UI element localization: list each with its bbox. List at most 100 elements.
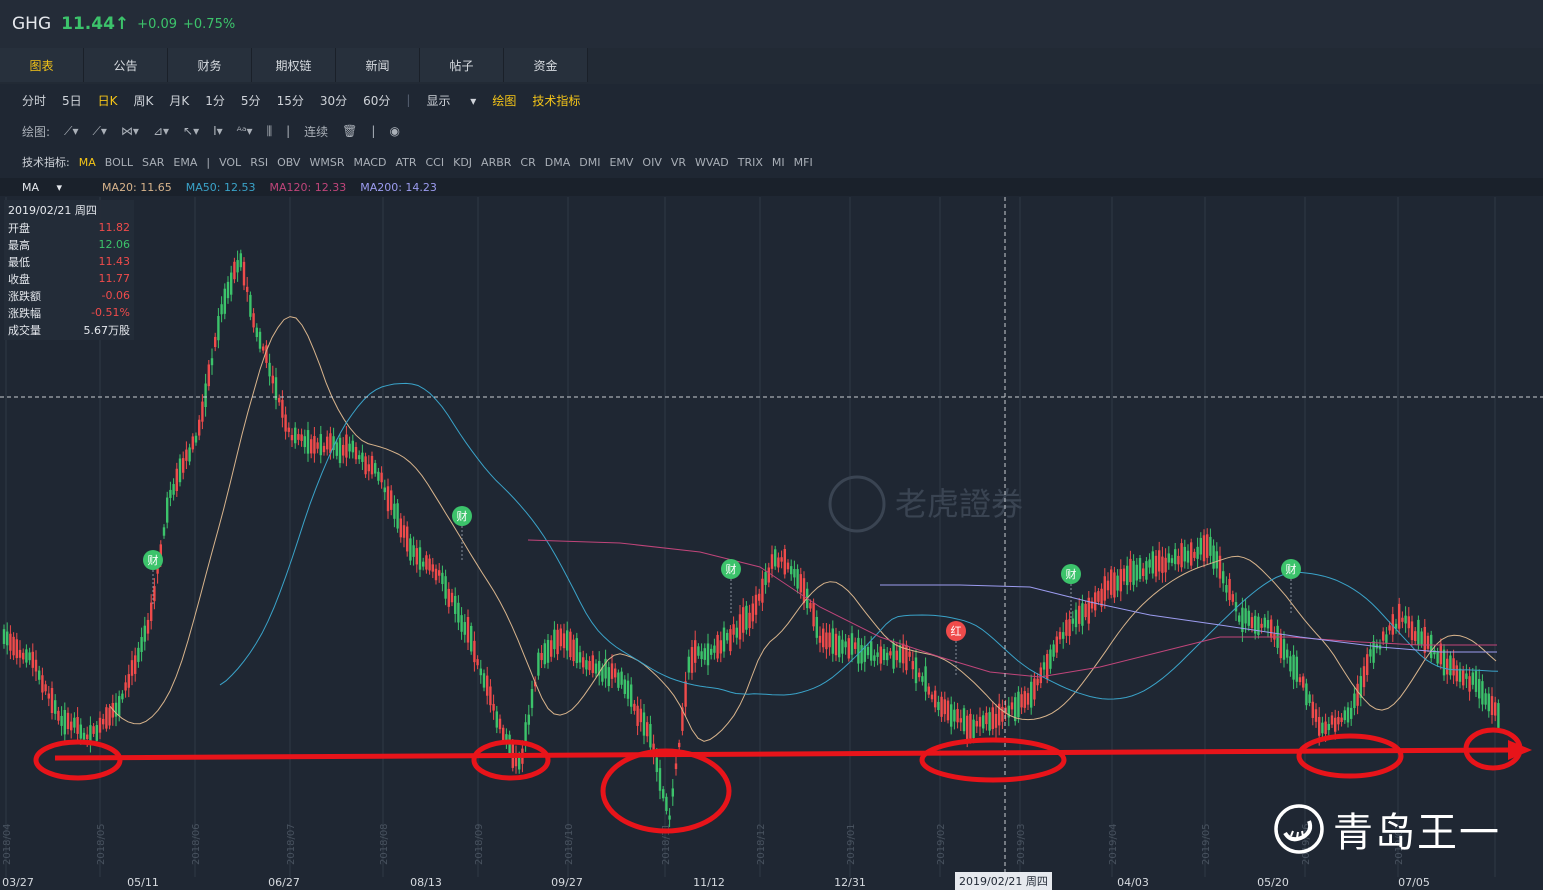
tab-chart[interactable]: 图表 xyxy=(0,48,84,82)
indicator-cr[interactable]: CR xyxy=(520,155,536,169)
period-15min[interactable]: 15分 xyxy=(276,93,304,108)
indicator-macd[interactable]: MACD xyxy=(353,155,387,169)
candle xyxy=(713,645,716,653)
period-daily[interactable]: 日K xyxy=(97,93,118,108)
candle xyxy=(130,660,134,676)
trendline-icon[interactable]: ⟋▾ xyxy=(64,123,79,138)
candle xyxy=(377,471,380,481)
indicator-obv[interactable]: OBV xyxy=(277,155,301,169)
indicator-vr[interactable]: VR xyxy=(670,155,687,169)
ray-icon[interactable]: ⟋▾ xyxy=(92,123,107,138)
drawing-toolbar: 绘图: ⟋▾ ⟋▾ ⋈▾ ⊿▾ ↖▾ Ⅰ▾ ᴬᵃ▾ ⫼ | 连续 🗑 | ◉ xyxy=(0,117,1543,145)
event-marker[interactable] xyxy=(1061,564,1081,584)
indicator-dmi[interactable]: DMI xyxy=(579,155,601,169)
period-5min[interactable]: 5分 xyxy=(240,93,261,108)
tab-financials[interactable]: 财务 xyxy=(168,48,252,82)
month-label: 2018/05 xyxy=(96,823,107,865)
bars-icon[interactable]: ⫼ xyxy=(266,123,273,138)
indicator-boll[interactable]: BOLL xyxy=(104,155,134,169)
indicator-mfi[interactable]: MFI xyxy=(793,155,813,169)
display-dropdown[interactable]: 显示 ▾ xyxy=(426,93,477,108)
candle xyxy=(278,397,281,403)
candle xyxy=(34,659,38,672)
candle xyxy=(86,734,89,740)
indicator-wmsr[interactable]: WMSR xyxy=(309,155,345,169)
candle xyxy=(98,717,102,733)
indicator-emv[interactable]: EMV xyxy=(609,155,634,169)
ma50-value: MA50: 12.53 xyxy=(185,180,256,194)
channel-icon[interactable]: ⋈▾ xyxy=(120,124,139,138)
candle xyxy=(1135,564,1138,581)
month-label: 2019/07 xyxy=(1394,823,1405,865)
candle xyxy=(498,718,502,730)
arrow-tool-icon[interactable]: ↖▾ xyxy=(183,124,200,138)
indicator-ma[interactable]: MA xyxy=(78,155,96,169)
candle xyxy=(326,436,329,450)
period-monthly[interactable]: 月K xyxy=(169,93,190,108)
candle xyxy=(626,680,630,699)
indicator-atr[interactable]: ATR xyxy=(395,155,417,169)
candle xyxy=(185,449,188,461)
candle xyxy=(1020,694,1023,708)
candle xyxy=(220,304,223,315)
support-annotation xyxy=(33,727,1532,834)
candlestick-chart[interactable]: 2018/04 2018/05 2018/06 2018/07 2018/08 2018/… xyxy=(0,197,1543,890)
fib-icon[interactable]: ⊿▾ xyxy=(152,124,170,138)
period-30min[interactable]: 30分 xyxy=(319,93,348,108)
candle xyxy=(854,642,857,649)
indicator-ema[interactable]: EMA xyxy=(173,155,198,169)
tab-posts[interactable]: 帖子 xyxy=(420,48,504,82)
candle xyxy=(1202,535,1206,562)
period-intraday[interactable]: 分时 xyxy=(22,93,47,108)
info-low-value: 11.43 xyxy=(98,255,131,268)
indicator-vol[interactable]: VOL xyxy=(219,155,242,169)
candle xyxy=(6,631,9,646)
continuous-toggle[interactable]: 连续 xyxy=(304,124,329,139)
tab-funds[interactable]: 资金 xyxy=(504,48,588,82)
indicator-dma[interactable]: DMA xyxy=(544,155,571,169)
tab-news[interactable]: 新闻 xyxy=(336,48,420,82)
tab-announcements[interactable]: 公告 xyxy=(84,48,168,82)
candle xyxy=(1129,558,1132,583)
indicator-cci[interactable]: CCI xyxy=(425,155,445,169)
candle xyxy=(1014,697,1017,722)
info-key: 收盘 xyxy=(8,272,30,286)
info-close-value: 11.77 xyxy=(98,272,131,285)
indicator-oiv[interactable]: OIV xyxy=(642,155,662,169)
candle xyxy=(1292,654,1295,680)
indicator-rsi[interactable]: RSI xyxy=(250,155,269,169)
period-60min[interactable]: 60分 xyxy=(363,93,391,108)
indicator-wvad[interactable]: WVAD xyxy=(695,155,729,169)
candle xyxy=(646,722,649,737)
tab-options[interactable]: 期权链 xyxy=(252,48,336,82)
candle xyxy=(950,704,953,727)
period-5day[interactable]: 5日 xyxy=(62,93,82,108)
indicator-kdj[interactable]: KDJ xyxy=(453,155,473,169)
period-1min[interactable]: 1分 xyxy=(205,93,225,108)
indicator-sar[interactable]: SAR xyxy=(142,155,165,169)
indicators-toggle[interactable]: 技术指标 xyxy=(532,93,581,108)
event-marker[interactable] xyxy=(946,621,966,641)
event-marker[interactable] xyxy=(452,506,472,526)
indicator-arbr[interactable]: ARBR xyxy=(481,155,512,169)
event-marker[interactable] xyxy=(143,550,163,570)
ma-selector[interactable]: MA ▾ xyxy=(22,180,63,194)
eye-icon[interactable]: ◉ xyxy=(389,124,400,138)
circle-annotation xyxy=(471,739,551,781)
candle xyxy=(716,634,719,659)
trash-icon[interactable]: 🗑 xyxy=(342,124,358,138)
brand-text: 青岛王一 xyxy=(1333,810,1501,856)
draw-toggle[interactable]: 绘图 xyxy=(492,93,517,108)
period-weekly[interactable]: 周K xyxy=(133,93,154,108)
candle xyxy=(1462,670,1465,686)
candle xyxy=(886,652,889,661)
font-icon[interactable]: ᴬᵃ▾ xyxy=(236,124,253,138)
event-marker[interactable] xyxy=(721,559,741,579)
text-cursor-icon[interactable]: Ⅰ▾ xyxy=(213,124,223,138)
indicator-mi[interactable]: MI xyxy=(771,155,785,169)
candle xyxy=(367,464,370,472)
candle xyxy=(665,796,668,811)
event-marker[interactable] xyxy=(1281,559,1301,579)
indicator-trix[interactable]: TRIX xyxy=(737,155,763,169)
candle xyxy=(201,401,204,422)
